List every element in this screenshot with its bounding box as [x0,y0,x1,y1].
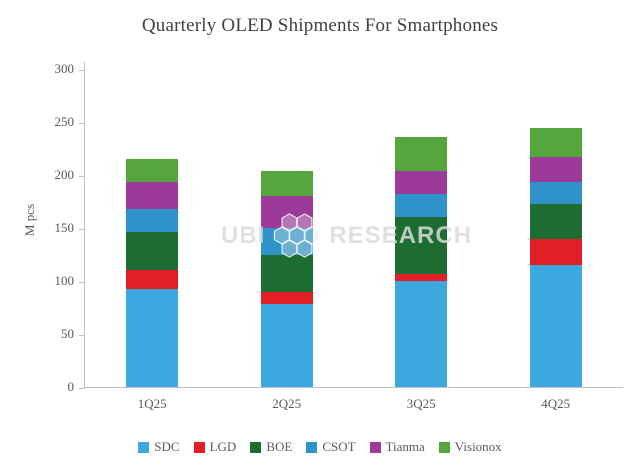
stacked-bar-2q25 [260,170,313,387]
legend-label-boe: BOE [266,439,293,454]
bar-slot-1q25: 1Q25 [85,70,220,411]
bar-slot-3q25: 3Q25 [354,70,489,411]
x-tick-label-3q25: 3Q25 [406,396,436,411]
legend-item-boe: BOE [250,439,292,455]
bar-segment-lgd-1q25 [126,270,179,290]
bar-segment-visionox-4q25 [529,128,582,158]
x-tick-label-1q25: 1Q25 [137,396,167,411]
y-tick-mark [79,388,85,389]
bar-segment-boe-2q25 [260,254,313,292]
chart-title: Quarterly OLED Shipments For Smartphones [141,15,499,36]
bar-segment-csot-1q25 [126,208,179,233]
legend-label-sdc: SDC [154,439,180,454]
bar-segment-boe-3q25 [395,217,448,274]
y-tick-mark [79,123,85,124]
legend: SDC LGD BOE CSOT Tianma Visionox [0,439,640,455]
y-tick-label-200: 200 [54,167,75,182]
bar-segment-visionox-1q25 [126,159,179,183]
y-tick-mark [79,335,85,336]
y-tick-mark [79,282,85,283]
bar-segment-lgd-2q25 [260,291,313,305]
bar-segment-tianma-1q25 [126,182,179,209]
y-tick-label-0: 0 [67,379,75,394]
legend-swatch-boe [250,441,262,453]
legend-swatch-sdc [138,441,150,453]
y-tick-label-100: 100 [54,273,75,288]
x-tick-label-2q25: 2Q25 [272,396,302,411]
legend-item-visionox: Visionox [438,439,502,455]
legend-item-lgd: LGD [193,439,237,455]
y-axis-line [84,62,85,389]
y-tick-label-300: 300 [54,61,75,76]
bar-segment-sdc-4q25 [529,265,582,387]
legend-label-csot: CSOT [322,439,356,454]
y-tick-mark [79,176,85,177]
legend-swatch-tianma [369,441,381,453]
bar-segment-boe-1q25 [126,232,179,271]
bar-segment-csot-2q25 [260,228,313,255]
bars-group: 1Q25 2Q25 3Q25 4Q25 [85,70,624,411]
y-tick-label-50: 50 [61,326,74,341]
bar-segment-visionox-2q25 [260,170,313,197]
y-tick-mark [79,70,85,71]
bar-segment-tianma-4q25 [529,157,582,183]
stacked-bar-4q25 [529,128,582,387]
bar-segment-sdc-1q25 [126,289,179,387]
bar-segment-tianma-3q25 [395,170,448,195]
legend-swatch-csot [306,441,318,453]
legend-label-lgd: LGD [209,439,237,454]
bar-segment-sdc-3q25 [395,281,448,387]
bar-segment-sdc-2q25 [260,304,313,387]
bar-segment-visionox-3q25 [395,136,448,171]
legend-item-csot: CSOT [306,439,356,455]
stacked-bar-1q25 [126,159,179,387]
bar-segment-boe-4q25 [529,203,582,239]
y-tick-label-150: 150 [54,220,75,235]
legend-item-tianma: Tianma [369,439,425,455]
legend-label-visionox: Visionox [454,439,502,454]
bar-segment-csot-4q25 [529,182,582,204]
stacked-bar-3q25 [395,136,448,387]
legend-swatch-visionox [438,441,450,453]
y-tick-mark [79,229,85,230]
plot-area: 1Q25 2Q25 3Q25 4Q25 UBI RESEARCH [85,70,624,411]
legend-item-sdc: SDC [138,439,180,455]
bar-segment-lgd-4q25 [529,238,582,266]
bar-segment-lgd-3q25 [395,273,448,281]
bar-segment-tianma-2q25 [260,196,313,229]
bar-slot-2q25: 2Q25 [220,70,355,411]
y-tick-label-250: 250 [54,114,75,129]
bar-slot-4q25: 4Q25 [489,70,624,411]
legend-swatch-lgd [193,441,205,453]
legend-label-tianma: Tianma [385,439,425,454]
bar-segment-csot-3q25 [395,194,448,218]
x-tick-label-4q25: 4Q25 [541,396,571,411]
